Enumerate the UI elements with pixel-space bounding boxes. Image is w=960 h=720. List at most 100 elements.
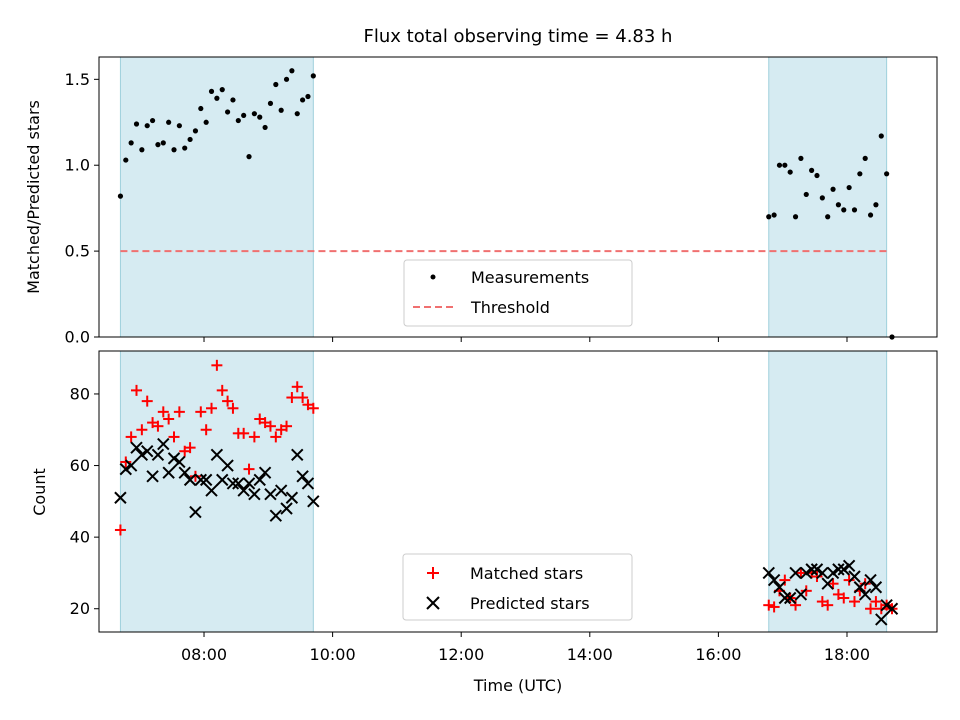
count-span-0 (120, 351, 314, 632)
measurement-point (294, 111, 300, 117)
matched-star-point (131, 384, 143, 396)
predicted-star-point (842, 559, 856, 572)
matched-star-point (141, 395, 153, 407)
matched-star-point (800, 585, 812, 597)
count-y-tick-label: 20 (70, 599, 90, 618)
predicted-star-point (210, 448, 224, 462)
measurement-point (835, 202, 842, 208)
predicted-star-point (821, 577, 834, 590)
measurement-point (846, 184, 852, 191)
matched-star-point (865, 603, 877, 615)
matched-star-point (157, 406, 169, 418)
matched-star-point (286, 392, 298, 404)
measurement-point (149, 117, 156, 124)
predicted-star-point (264, 487, 277, 501)
measurement-point (857, 171, 863, 177)
measurement-point (166, 119, 172, 125)
count-x-tick-label: 08:00 (181, 645, 227, 664)
measurement-point (819, 195, 825, 201)
predicted-star-point (291, 448, 304, 462)
legend-threshold-label: Threshold (470, 298, 550, 317)
ratio-x-ticks (203, 337, 848, 342)
predicted-star-point (869, 581, 883, 594)
measurement-point (798, 155, 804, 161)
ratio-y-axis-label: Matched/Predicted stars (24, 100, 43, 294)
predicted-star-point (248, 487, 261, 501)
measurement-point (246, 154, 252, 160)
legend-predicted-label: Predicted stars (470, 594, 590, 613)
predicted-star-point (253, 473, 266, 487)
matched-star-point (136, 424, 148, 436)
measurement-point (198, 105, 204, 112)
predicted-star-point (875, 613, 888, 626)
measurement-point (160, 140, 166, 146)
matched-star-point (859, 578, 871, 590)
matched-star-point (838, 592, 850, 604)
predicted-star-point (124, 459, 138, 472)
count-y-tick-label: 80 (70, 384, 90, 403)
predicted-star-point (274, 484, 288, 497)
measurement-point (273, 81, 279, 88)
measurement-point (305, 93, 311, 100)
predicted-star-point (216, 473, 229, 487)
legend-measurements-label: Measurements (471, 268, 589, 287)
predicted-star-point (773, 581, 786, 594)
predicted-stars-points (114, 437, 899, 626)
predicted-star-point (810, 563, 824, 576)
predicted-star-point (258, 466, 272, 479)
predicted-star-point (269, 509, 283, 522)
legend-measurements-marker (430, 274, 436, 280)
ratio-y-tick-label: 1.0 (65, 156, 90, 175)
matched-star-point (195, 406, 207, 418)
predicted-star-point (119, 462, 132, 476)
measurement-point (128, 140, 134, 146)
predicted-star-point (194, 473, 208, 487)
predicted-star-point (778, 591, 792, 605)
legend-predicted-marker (426, 596, 440, 610)
predicted-star-point (296, 470, 309, 483)
legend-matched-marker (427, 567, 439, 579)
predicted-star-point (800, 566, 813, 580)
matched-star-point (206, 402, 218, 414)
measurement-point (867, 212, 874, 218)
predicted-star-point (767, 573, 781, 587)
matched-star-point (189, 470, 201, 482)
count-y-tick-label: 60 (70, 456, 90, 475)
predicted-star-point (141, 445, 154, 458)
predicted-star-point (783, 591, 797, 605)
predicted-star-point (880, 598, 893, 612)
predicted-star-point (826, 566, 840, 580)
predicted-star-point (285, 491, 299, 504)
measurement-point (771, 212, 777, 218)
predicted-star-point (173, 455, 186, 469)
matched-star-point (307, 402, 319, 414)
measurement-point (139, 147, 145, 153)
ratio-span-1 (768, 57, 887, 337)
measurement-point (830, 186, 836, 192)
measurement-point (171, 147, 177, 153)
matched-star-point (173, 406, 185, 418)
measurement-point (214, 95, 220, 101)
count-shaded-spans (119, 351, 888, 632)
matched-star-point (291, 381, 303, 393)
count-x-tick-label: 14:00 (567, 645, 613, 664)
count-x-tick-label: 18:00 (824, 645, 870, 664)
measurement-point (283, 76, 290, 82)
predicted-star-point (885, 602, 899, 615)
ratio-y-tick-label: 1.5 (65, 70, 90, 89)
measurement-point (230, 97, 236, 103)
measurement-point (144, 123, 150, 129)
measurement-point (224, 109, 231, 115)
predicted-star-point (199, 473, 213, 487)
count-span-1 (768, 351, 887, 632)
matched-star-point (184, 442, 196, 454)
predicted-star-point (864, 573, 877, 587)
matched-star-point (790, 599, 802, 611)
measurement-point (235, 117, 241, 124)
measurement-point (862, 155, 868, 161)
matched-star-point (227, 402, 239, 414)
count-y-tick-label: 40 (70, 528, 90, 547)
ratio-y-ticks: 0.0 0.5 1.0 1.5 (65, 70, 99, 347)
matched-star-point (795, 567, 807, 579)
